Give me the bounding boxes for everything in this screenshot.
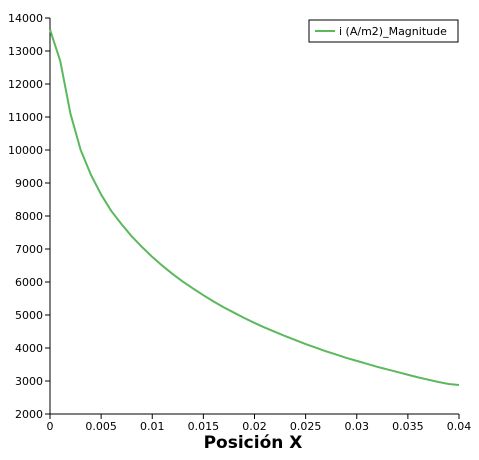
x-tick-label: 0.04 xyxy=(447,420,472,433)
x-axis-title: Posición X xyxy=(204,433,303,453)
y-tick-labels: 2000 3000 4000 5000 6000 7000 8000 9000 10000 110… xyxy=(8,12,43,421)
x-tick-label: 0 xyxy=(47,420,54,433)
x-tick-label: 0.005 xyxy=(85,420,117,433)
y-tick-label: 10000 xyxy=(8,144,43,157)
y-tick-label: 7000 xyxy=(15,243,43,256)
y-tick-label: 8000 xyxy=(15,210,43,223)
y-tick-label: 11000 xyxy=(8,111,43,124)
y-tick-label: 6000 xyxy=(15,276,43,289)
y-tick-label: 5000 xyxy=(15,309,43,322)
legend-label: i (A/m2)_Magnitude xyxy=(339,25,447,38)
series-line xyxy=(50,30,459,385)
x-tick-label: 0.035 xyxy=(392,420,424,433)
x-tick-label: 0.015 xyxy=(188,420,220,433)
legend: i (A/m2)_Magnitude xyxy=(309,20,458,42)
x-tick-label: 0.02 xyxy=(242,420,267,433)
x-tick-label: 0.01 xyxy=(140,420,165,433)
axes xyxy=(45,18,459,419)
y-tick-label: 13000 xyxy=(8,45,43,58)
y-tick-label: 4000 xyxy=(15,342,43,355)
y-tick-label: 14000 xyxy=(8,12,43,25)
x-tick-labels: 0 0.005 0.01 0.015 0.02 0.025 0.03 0.035 0.04 xyxy=(47,420,472,433)
x-tick-label: 0.03 xyxy=(345,420,370,433)
y-tick-label: 12000 xyxy=(8,78,43,91)
series-layer xyxy=(50,30,459,385)
y-tick-label: 9000 xyxy=(15,177,43,190)
x-tick-label: 0.025 xyxy=(290,420,322,433)
y-tick-label: 3000 xyxy=(15,375,43,388)
y-tick-label: 2000 xyxy=(15,408,43,421)
